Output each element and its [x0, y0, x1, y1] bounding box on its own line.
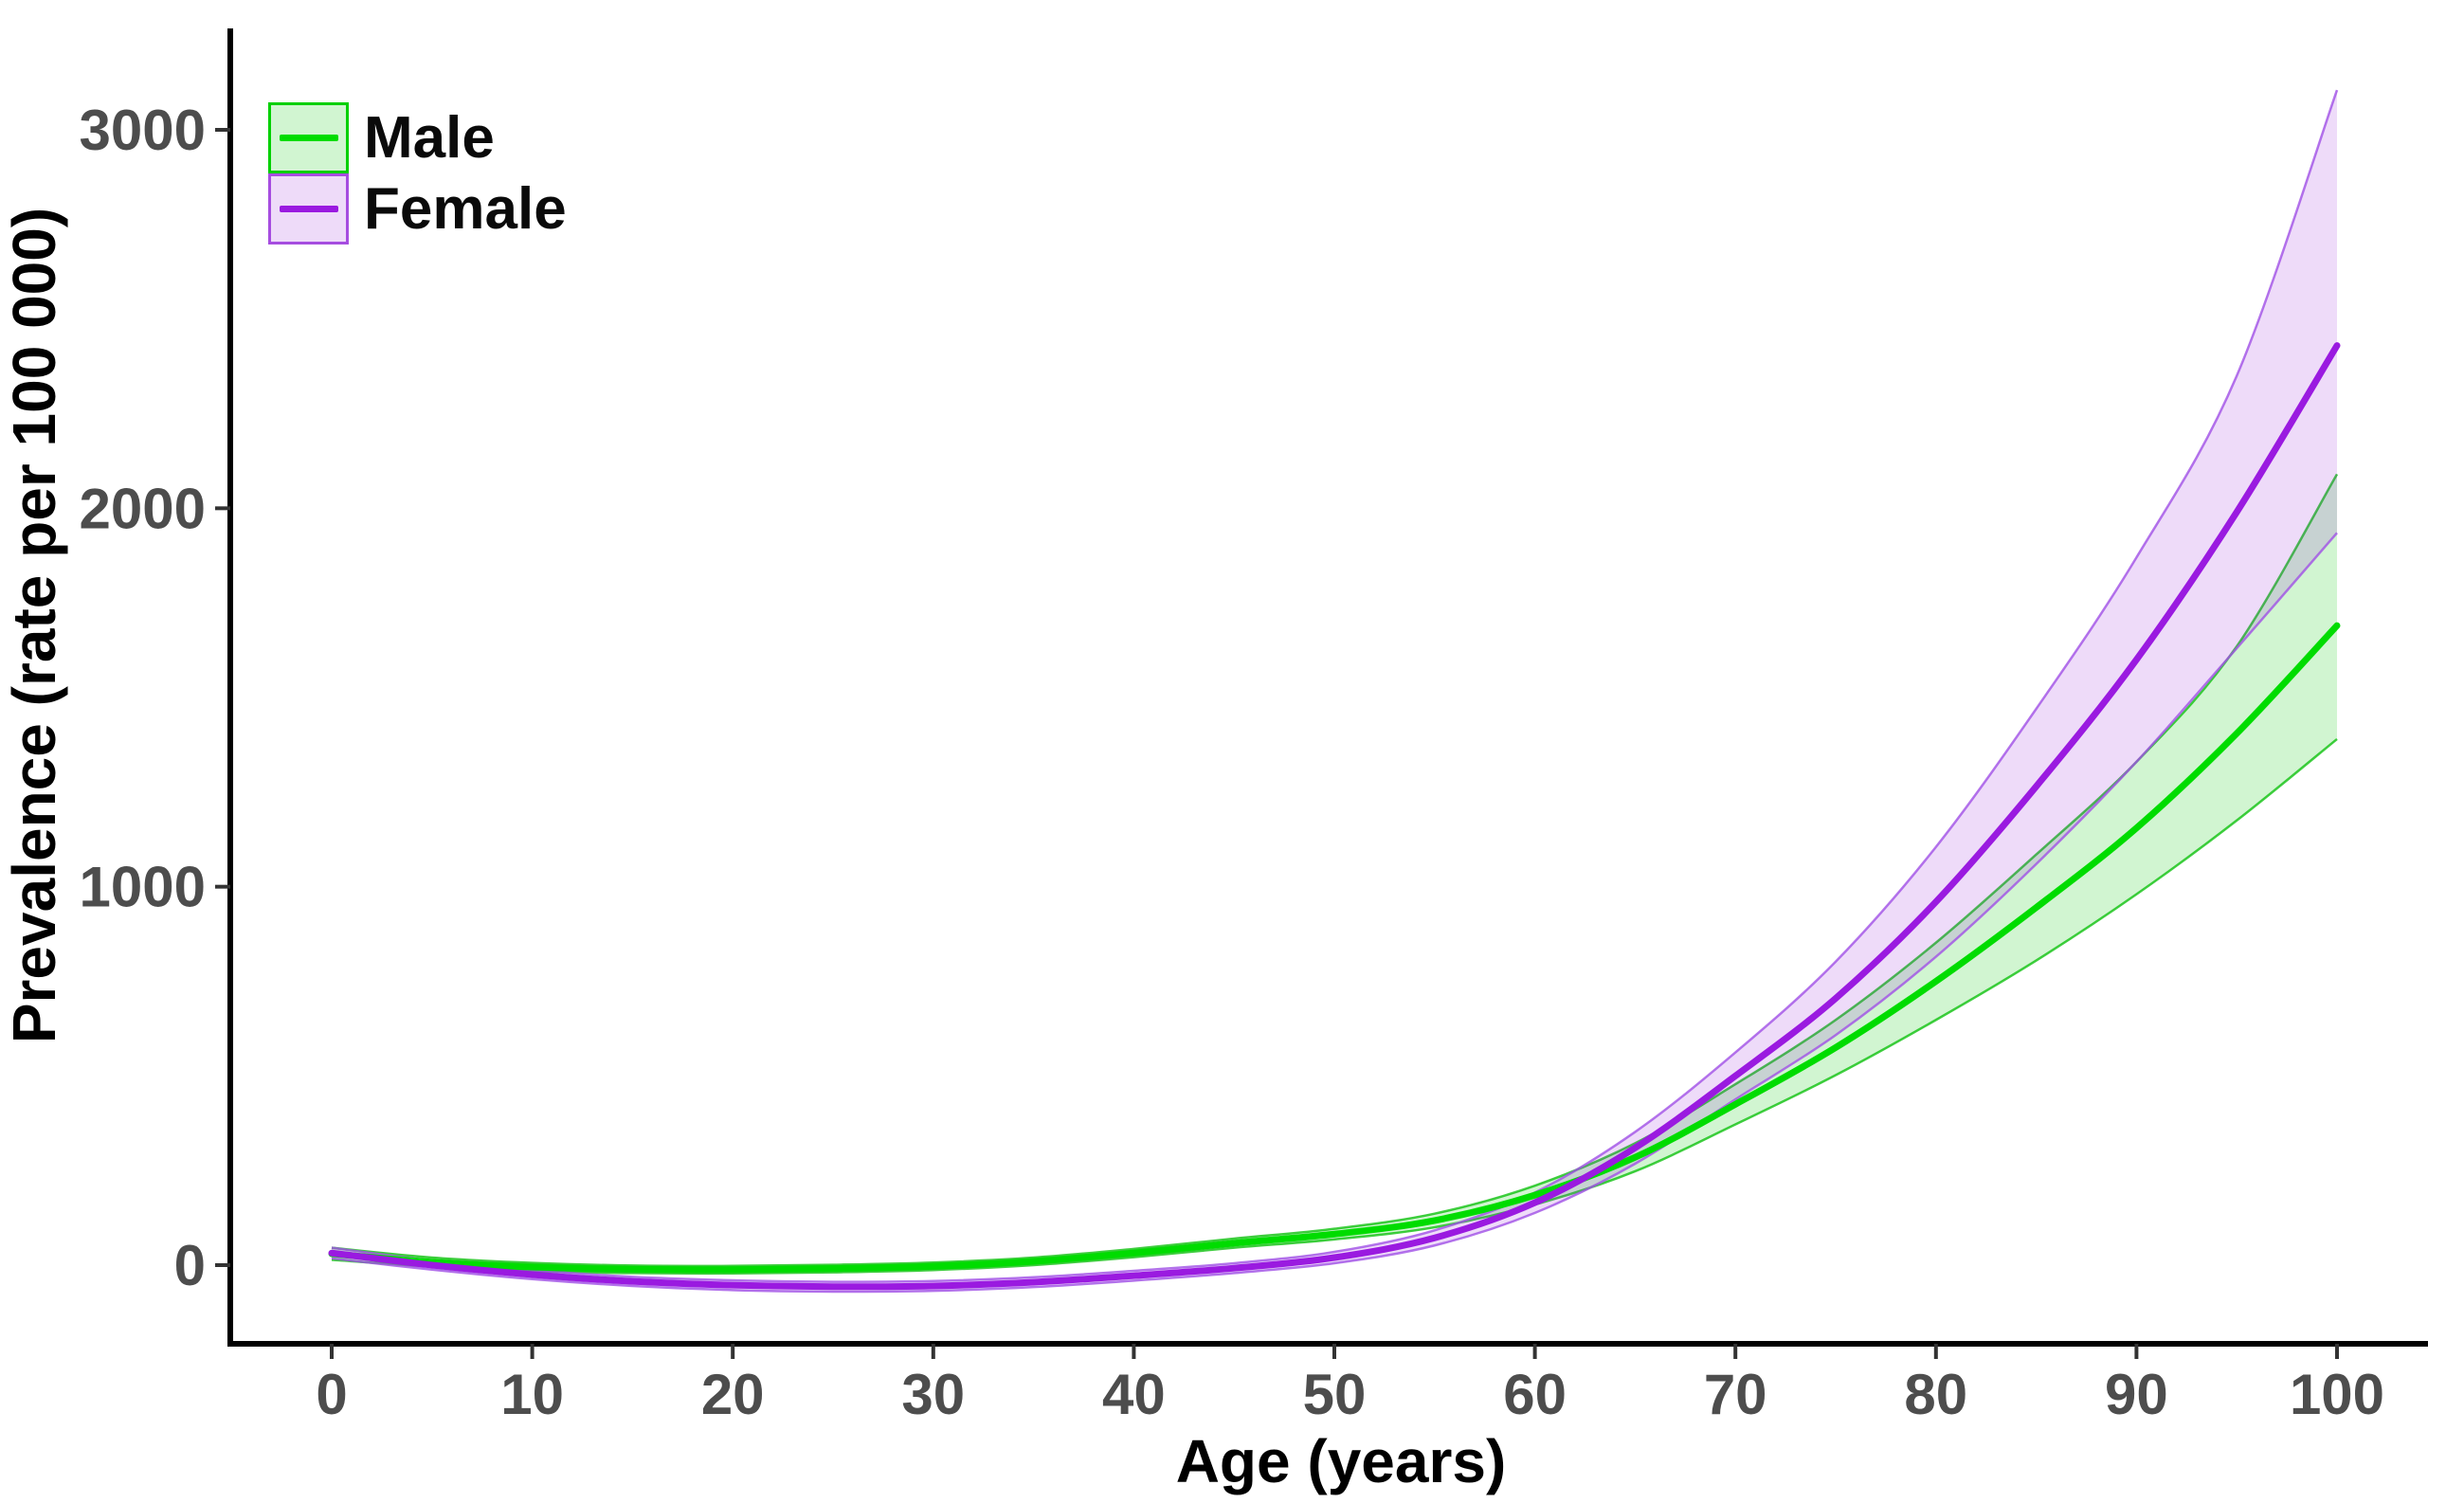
- ci-band-male: [332, 474, 2337, 1274]
- y-tick-label: 1000: [80, 856, 206, 919]
- ci-lower-female: [331, 532, 2338, 1294]
- ci-upper-male: [331, 473, 2339, 1268]
- x-tick-label: 30: [901, 1363, 965, 1426]
- x-tick-label: 20: [701, 1363, 765, 1426]
- x-tick-label: 80: [1904, 1363, 1967, 1426]
- y-tick-label: 2000: [80, 477, 206, 540]
- x-tick-label: 50: [1303, 1363, 1367, 1426]
- axes: [227, 28, 2428, 1347]
- legend-label-female: Female: [364, 176, 567, 242]
- mean-line-female: [328, 342, 2341, 1291]
- x-axis-title: Age (years): [1176, 1427, 1507, 1495]
- legend-key-male: [268, 102, 349, 173]
- x-tick-label: 60: [1503, 1363, 1567, 1426]
- y-axis-title: Prevalence (rate per 100 000): [0, 208, 68, 1043]
- legend-line-male-icon: [279, 135, 338, 141]
- mean-line-male: [328, 622, 2341, 1274]
- x-tick-label: 10: [500, 1363, 564, 1426]
- y-tick-label: 3000: [80, 99, 206, 162]
- y-tick-label: 0: [174, 1234, 206, 1297]
- tick-marks: [215, 128, 2339, 1359]
- mean-lines: [328, 342, 2341, 1291]
- x-tick-label: 100: [2290, 1363, 2384, 1426]
- legend: Male Female: [268, 102, 567, 244]
- legend-line-female-icon: [279, 206, 338, 212]
- ci-upper-female: [331, 89, 2339, 1283]
- legend-label-male: Male: [364, 105, 495, 171]
- confidence-bands: [331, 89, 2339, 1294]
- tick-labels: 0 1000 2000 3000 0 10 20 30 40 50 60 70 80 90 100: [80, 99, 2385, 1426]
- legend-key-female: [268, 173, 349, 244]
- legend-item-female: Female: [268, 173, 567, 244]
- x-tick-label: 70: [1704, 1363, 1767, 1426]
- x-tick-label: 40: [1102, 1363, 1166, 1426]
- ci-band-female: [332, 90, 2337, 1292]
- x-tick-label: 0: [316, 1363, 347, 1426]
- x-tick-label: 90: [2105, 1363, 2168, 1426]
- legend-item-male: Male: [268, 102, 567, 173]
- ci-lower-male: [331, 737, 2338, 1276]
